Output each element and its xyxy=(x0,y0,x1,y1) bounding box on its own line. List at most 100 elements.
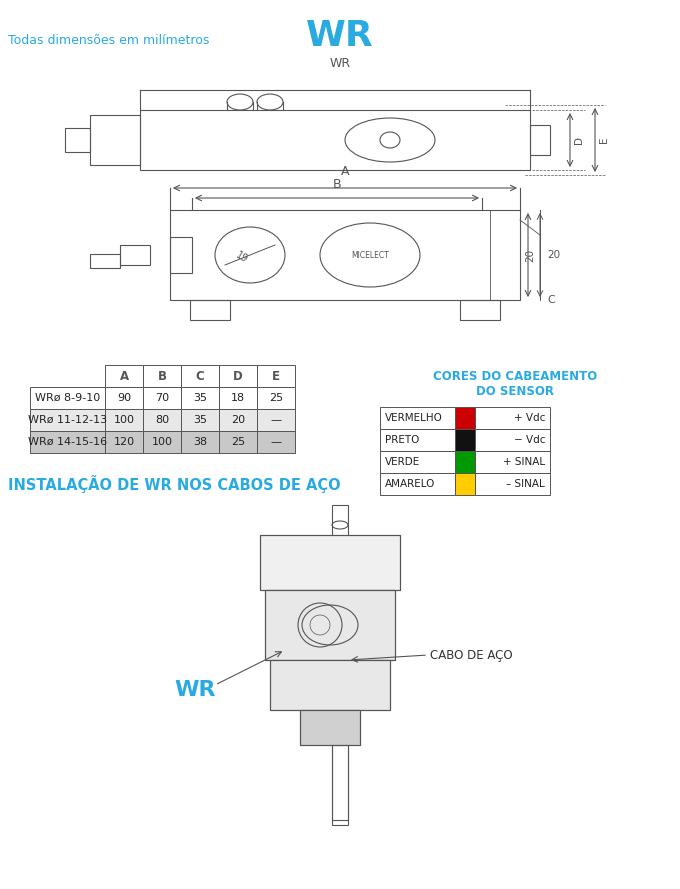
Bar xyxy=(260,535,400,590)
Text: D: D xyxy=(574,136,584,144)
Bar xyxy=(332,745,348,825)
Bar xyxy=(219,365,257,387)
Bar xyxy=(380,451,455,473)
Bar xyxy=(65,128,90,152)
Bar xyxy=(143,409,181,431)
Text: PRETO: PRETO xyxy=(385,435,420,445)
Text: 25: 25 xyxy=(269,393,283,403)
Text: 20: 20 xyxy=(530,254,531,256)
Bar xyxy=(219,387,257,409)
Text: INSTALAÇÃO DE WR NOS CABOS DE AÇO: INSTALAÇÃO DE WR NOS CABOS DE AÇO xyxy=(8,475,341,493)
Bar xyxy=(265,590,395,660)
Bar xyxy=(257,431,295,453)
Text: WRø 14-15-16: WRø 14-15-16 xyxy=(28,437,107,447)
Bar xyxy=(257,365,295,387)
Text: 80: 80 xyxy=(155,415,169,425)
Bar xyxy=(120,245,150,265)
Bar xyxy=(105,409,143,431)
Bar xyxy=(265,590,395,660)
Bar xyxy=(455,451,475,473)
Text: C: C xyxy=(196,370,205,382)
Bar xyxy=(105,431,143,453)
Text: VERMELHO: VERMELHO xyxy=(385,413,443,423)
Bar xyxy=(181,365,219,387)
Bar xyxy=(380,407,455,429)
Text: —: — xyxy=(271,437,282,447)
Bar xyxy=(105,387,143,409)
Text: 20: 20 xyxy=(547,250,560,260)
Bar xyxy=(332,505,348,820)
Text: B: B xyxy=(333,178,341,191)
Bar xyxy=(181,431,219,453)
Text: 120: 120 xyxy=(114,437,135,447)
Text: WRø 11-12-13: WRø 11-12-13 xyxy=(28,415,107,425)
Text: WR: WR xyxy=(174,680,216,700)
Bar xyxy=(181,409,219,431)
Bar xyxy=(190,300,230,320)
Text: AMARELO: AMARELO xyxy=(385,479,435,489)
Text: 35: 35 xyxy=(193,393,207,403)
Text: 19: 19 xyxy=(234,250,250,264)
Bar xyxy=(257,387,295,409)
Text: 100: 100 xyxy=(152,437,173,447)
Bar xyxy=(455,429,475,451)
Bar xyxy=(260,535,400,590)
Bar xyxy=(90,115,140,165)
Text: + SINAL: + SINAL xyxy=(503,457,545,467)
Text: —: — xyxy=(271,415,282,425)
Bar xyxy=(219,409,257,431)
Text: WRø 8-9-10: WRø 8-9-10 xyxy=(35,393,100,403)
Text: – SINAL: – SINAL xyxy=(506,479,545,489)
Bar xyxy=(170,210,520,300)
Text: 90: 90 xyxy=(117,393,131,403)
Bar xyxy=(530,125,550,155)
Text: 38: 38 xyxy=(193,437,207,447)
Text: 100: 100 xyxy=(114,415,135,425)
Text: 25: 25 xyxy=(231,437,245,447)
Bar xyxy=(380,429,455,451)
Bar xyxy=(300,710,360,745)
Text: E: E xyxy=(599,137,609,143)
Bar xyxy=(143,431,181,453)
Text: Todas dimensões em milímetros: Todas dimensões em milímetros xyxy=(8,34,209,47)
Bar xyxy=(140,110,530,170)
Bar xyxy=(257,409,295,431)
Text: WR: WR xyxy=(329,57,351,70)
Text: 70: 70 xyxy=(155,393,169,403)
Bar xyxy=(455,473,475,495)
Bar xyxy=(181,387,219,409)
Text: A: A xyxy=(341,165,350,178)
Bar xyxy=(30,409,105,431)
Bar xyxy=(460,300,500,320)
Text: 35: 35 xyxy=(193,415,207,425)
Text: E: E xyxy=(272,370,280,382)
Bar xyxy=(455,407,475,429)
Text: D: D xyxy=(233,370,243,382)
Text: MICELECT: MICELECT xyxy=(351,251,389,260)
Bar xyxy=(300,710,360,745)
Bar xyxy=(143,365,181,387)
Text: 20: 20 xyxy=(231,415,245,425)
Bar xyxy=(219,431,257,453)
Bar xyxy=(475,473,550,495)
Text: CABO DE AÇO: CABO DE AÇO xyxy=(430,648,513,661)
Bar xyxy=(475,429,550,451)
Text: C: C xyxy=(547,295,555,305)
Bar xyxy=(475,407,550,429)
Text: B: B xyxy=(158,370,167,382)
Text: + Vdc: + Vdc xyxy=(513,413,545,423)
Text: A: A xyxy=(120,370,129,382)
Text: VERDE: VERDE xyxy=(385,457,420,467)
Bar xyxy=(475,451,550,473)
Text: WR: WR xyxy=(306,19,374,53)
Bar xyxy=(380,473,455,495)
Bar xyxy=(105,365,143,387)
Text: 18: 18 xyxy=(231,393,245,403)
Bar xyxy=(270,660,390,710)
Bar xyxy=(30,431,105,453)
Bar xyxy=(30,387,105,409)
Text: CORES DO CABEAMENTO
DO SENSOR: CORES DO CABEAMENTO DO SENSOR xyxy=(433,370,597,398)
Bar xyxy=(143,387,181,409)
Bar xyxy=(90,254,120,268)
Bar xyxy=(170,237,192,273)
